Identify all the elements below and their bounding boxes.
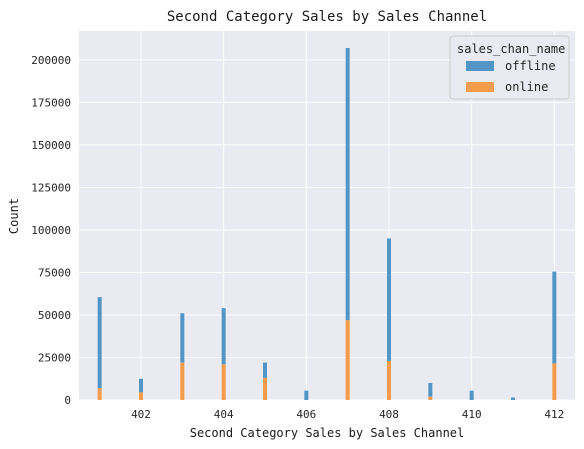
y-tick-label: 25000 [38,351,71,364]
bar-offline-402 [139,378,143,393]
bar-online-404 [221,364,226,400]
bar-offline-403 [180,313,185,363]
bar-online-412 [552,363,557,400]
legend-swatch-offline [466,61,494,71]
x-axis-ticks: 402 404 406 408 410 412 [131,408,564,421]
bar-offline-405 [263,362,267,378]
y-tick-label: 125000 [31,181,71,194]
y-tick-label: 100000 [31,224,71,237]
bar-offline-404 [221,308,226,365]
x-tick-label: 404 [214,408,234,421]
bar-online-405 [263,377,267,400]
y-tick-label: 0 [64,394,71,407]
bar-offline-406 [304,390,309,400]
bar-offline-408 [387,238,391,361]
bars [97,48,557,400]
bar-offline-409 [428,382,433,397]
legend-label-online: online [505,80,548,94]
y-tick-label: 150000 [31,139,71,152]
legend-title: sales_chan_name [457,42,565,56]
bar-offline-411 [511,397,515,400]
y-axis-ticks: 0 25000 50000 75000 100000 125000 150000 175000… [31,54,71,407]
bar-online-402 [139,392,143,400]
y-tick-label: 50000 [38,309,71,322]
y-axis-label: Count [7,198,21,234]
y-tick-label: 175000 [31,96,71,109]
legend: sales_chan_name offline online [449,35,570,100]
bar-offline-410 [469,390,474,400]
bar-offline-407 [345,48,350,321]
bar-online-408 [387,360,391,400]
x-axis-label: Second Category Sales by Sales Channel [190,426,465,440]
legend-swatch-online [466,82,494,92]
bar-online-409 [428,396,433,400]
bar-offline-401 [97,297,102,389]
x-tick-label: 408 [379,408,399,421]
bar-online-401 [97,388,102,400]
y-tick-label: 75000 [38,266,71,279]
bar-offline-412 [552,271,557,364]
x-tick-label: 412 [544,408,564,421]
bar-online-403 [180,362,185,400]
legend-label-offline: offline [505,59,556,73]
bar-online-407 [345,320,350,400]
x-tick-label: 402 [131,408,151,421]
chart-title: Second Category Sales by Sales Channel [167,9,487,25]
x-tick-label: 406 [296,408,316,421]
x-tick-label: 410 [462,408,482,421]
y-tick-label: 200000 [31,54,71,67]
